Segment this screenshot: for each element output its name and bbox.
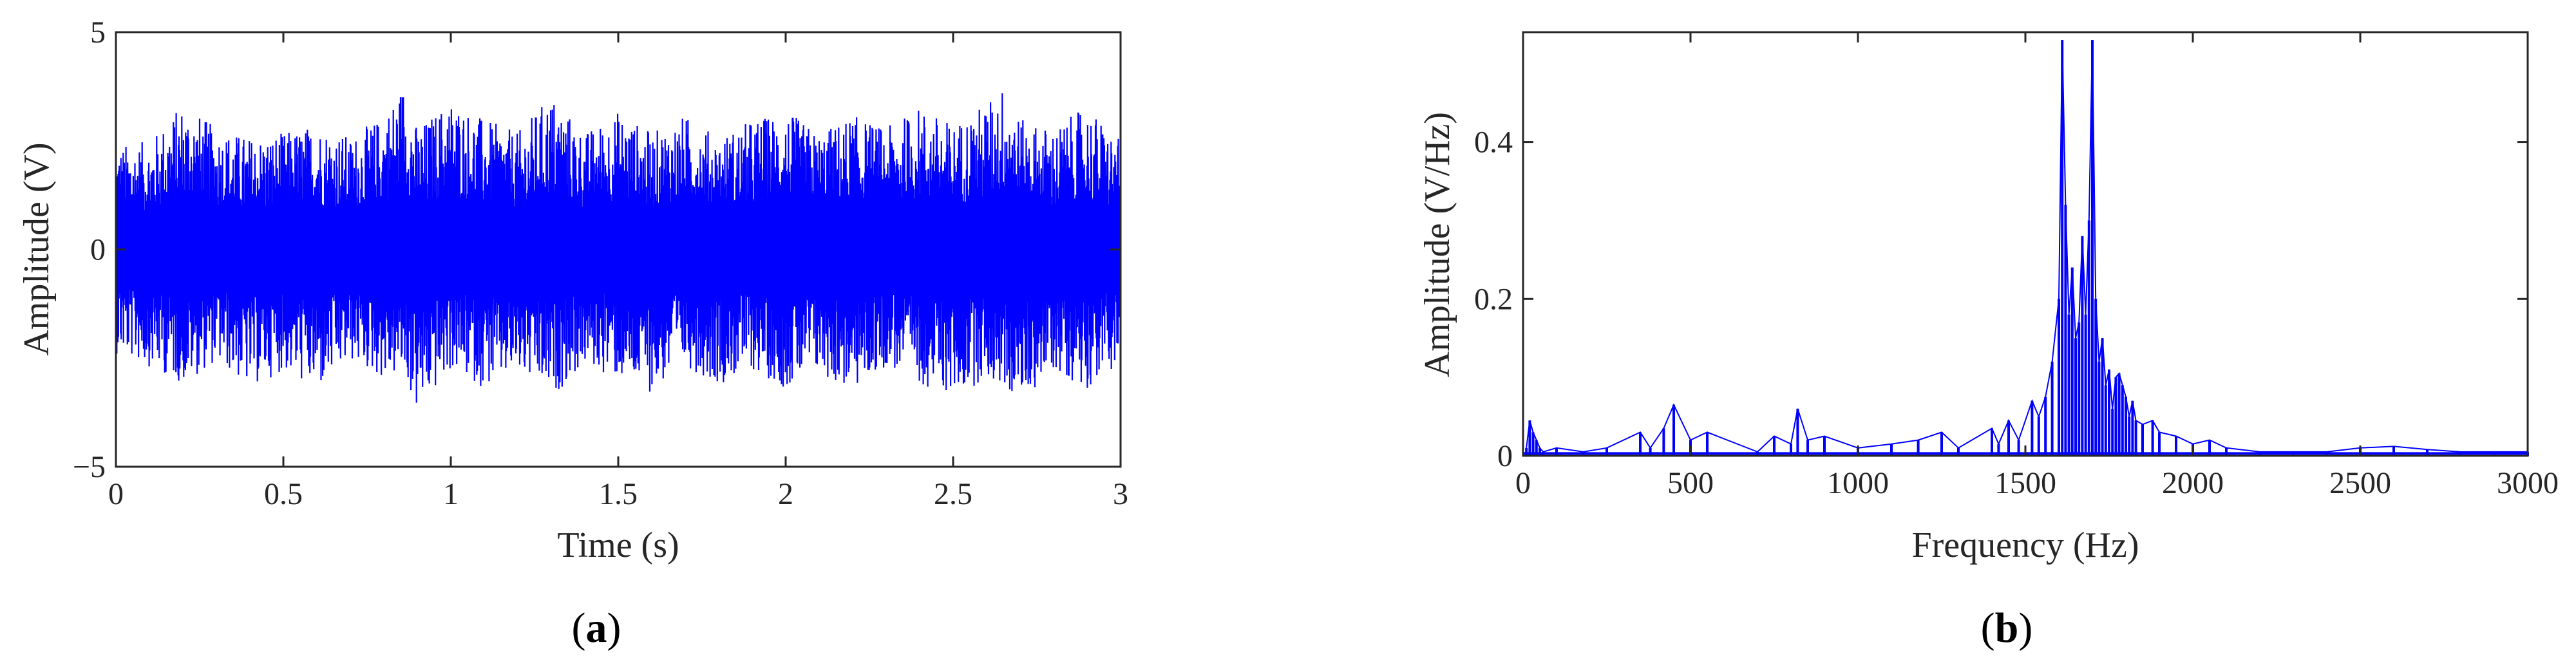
x-tick-label: 1000 xyxy=(1827,466,1889,500)
x-tick-label: 2000 xyxy=(2162,466,2224,500)
x-tick-label: 1500 xyxy=(1994,466,2056,500)
time-domain-plot: 0 0.5 1 1.5 2 2.5 3 −505 Time (s) Amplitude (V… xyxy=(17,15,1128,651)
spectrum-x-axis-label: Frequency (Hz) xyxy=(1912,525,2139,565)
x-tick-label: 1.5 xyxy=(599,477,638,511)
x-tick-label: 0 xyxy=(1515,466,1531,500)
x-tick-label: 3 xyxy=(1113,477,1128,511)
time-signal-line xyxy=(115,93,1122,403)
spectrum-line xyxy=(1526,40,2528,453)
y-tick-label: 0.2 xyxy=(1474,282,1513,316)
spectrum-y-axis-label: Amplitude (V/Hz) xyxy=(1417,112,1457,377)
spectrum-x-ticks: 0 500 1000 1500 2000 2500 3000 xyxy=(1515,32,2559,500)
x-tick-label: 500 xyxy=(1667,466,1714,500)
x-tick-label: 2 xyxy=(778,477,793,511)
time-x-axis-label: Time (s) xyxy=(557,525,679,565)
frequency-domain-plot: 0 500 1000 1500 2000 2500 3000 0 0.2 0.4 Frequen… xyxy=(1417,31,2559,651)
x-tick-label: 0 xyxy=(108,477,124,511)
y-tick-label: 0.4 xyxy=(1474,126,1513,160)
time-x-ticks: 0 0.5 1 1.5 2 2.5 3 xyxy=(108,32,1128,511)
panel-a-label: (a) xyxy=(572,604,621,651)
y-tick-label: −5 xyxy=(73,450,106,484)
time-y-axis-label: Amplitude (V) xyxy=(17,142,57,355)
panel-b-label: (b) xyxy=(1981,604,2033,651)
x-tick-label: 2.5 xyxy=(934,477,972,511)
time-y-ticks: −5 0 5 xyxy=(73,15,1121,484)
spectrum-y-ticks: 0 0.2 0.4 xyxy=(1474,126,2528,473)
y-tick-label: 0 xyxy=(90,233,106,267)
y-tick-label: 5 xyxy=(90,15,106,50)
x-tick-label: 1 xyxy=(443,477,459,511)
panel-b-letter: b xyxy=(1995,604,2019,651)
x-tick-label: 3000 xyxy=(2497,466,2559,500)
time-signal-series xyxy=(115,93,1122,403)
panel-a-letter: a xyxy=(586,604,607,651)
x-tick-label: 0.5 xyxy=(264,477,303,511)
x-tick-label: 2500 xyxy=(2329,466,2391,500)
y-tick-label: 0 xyxy=(1497,439,1513,473)
